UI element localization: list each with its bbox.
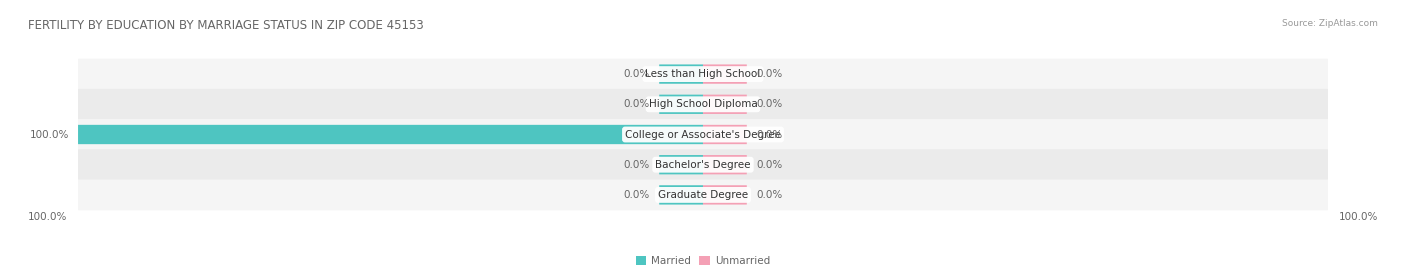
FancyBboxPatch shape: [659, 155, 703, 174]
FancyBboxPatch shape: [703, 125, 747, 144]
FancyBboxPatch shape: [79, 59, 1327, 90]
Text: FERTILITY BY EDUCATION BY MARRIAGE STATUS IN ZIP CODE 45153: FERTILITY BY EDUCATION BY MARRIAGE STATU…: [28, 19, 423, 32]
Text: 100.0%: 100.0%: [28, 212, 67, 222]
Text: Graduate Degree: Graduate Degree: [658, 190, 748, 200]
FancyBboxPatch shape: [703, 65, 747, 84]
FancyBboxPatch shape: [703, 95, 747, 114]
FancyBboxPatch shape: [703, 155, 747, 174]
Text: 0.0%: 0.0%: [624, 190, 650, 200]
Text: 100.0%: 100.0%: [1339, 212, 1378, 222]
Text: Source: ZipAtlas.com: Source: ZipAtlas.com: [1282, 19, 1378, 28]
Text: 0.0%: 0.0%: [624, 160, 650, 170]
Legend: Married, Unmarried: Married, Unmarried: [631, 252, 775, 269]
Text: Bachelor's Degree: Bachelor's Degree: [655, 160, 751, 170]
Text: 0.0%: 0.0%: [756, 190, 782, 200]
FancyBboxPatch shape: [79, 89, 1327, 120]
Text: 0.0%: 0.0%: [756, 99, 782, 109]
Text: Less than High School: Less than High School: [645, 69, 761, 79]
Text: 0.0%: 0.0%: [756, 69, 782, 79]
Text: 100.0%: 100.0%: [30, 129, 69, 140]
Text: 0.0%: 0.0%: [624, 69, 650, 79]
Text: 0.0%: 0.0%: [624, 99, 650, 109]
FancyBboxPatch shape: [659, 95, 703, 114]
FancyBboxPatch shape: [659, 185, 703, 204]
FancyBboxPatch shape: [703, 185, 747, 204]
Text: 0.0%: 0.0%: [756, 160, 782, 170]
Text: College or Associate's Degree: College or Associate's Degree: [626, 129, 780, 140]
FancyBboxPatch shape: [79, 149, 1327, 180]
FancyBboxPatch shape: [79, 125, 703, 144]
Text: High School Diploma: High School Diploma: [648, 99, 758, 109]
FancyBboxPatch shape: [79, 119, 1327, 150]
Text: 0.0%: 0.0%: [756, 129, 782, 140]
FancyBboxPatch shape: [659, 65, 703, 84]
FancyBboxPatch shape: [79, 179, 1327, 210]
